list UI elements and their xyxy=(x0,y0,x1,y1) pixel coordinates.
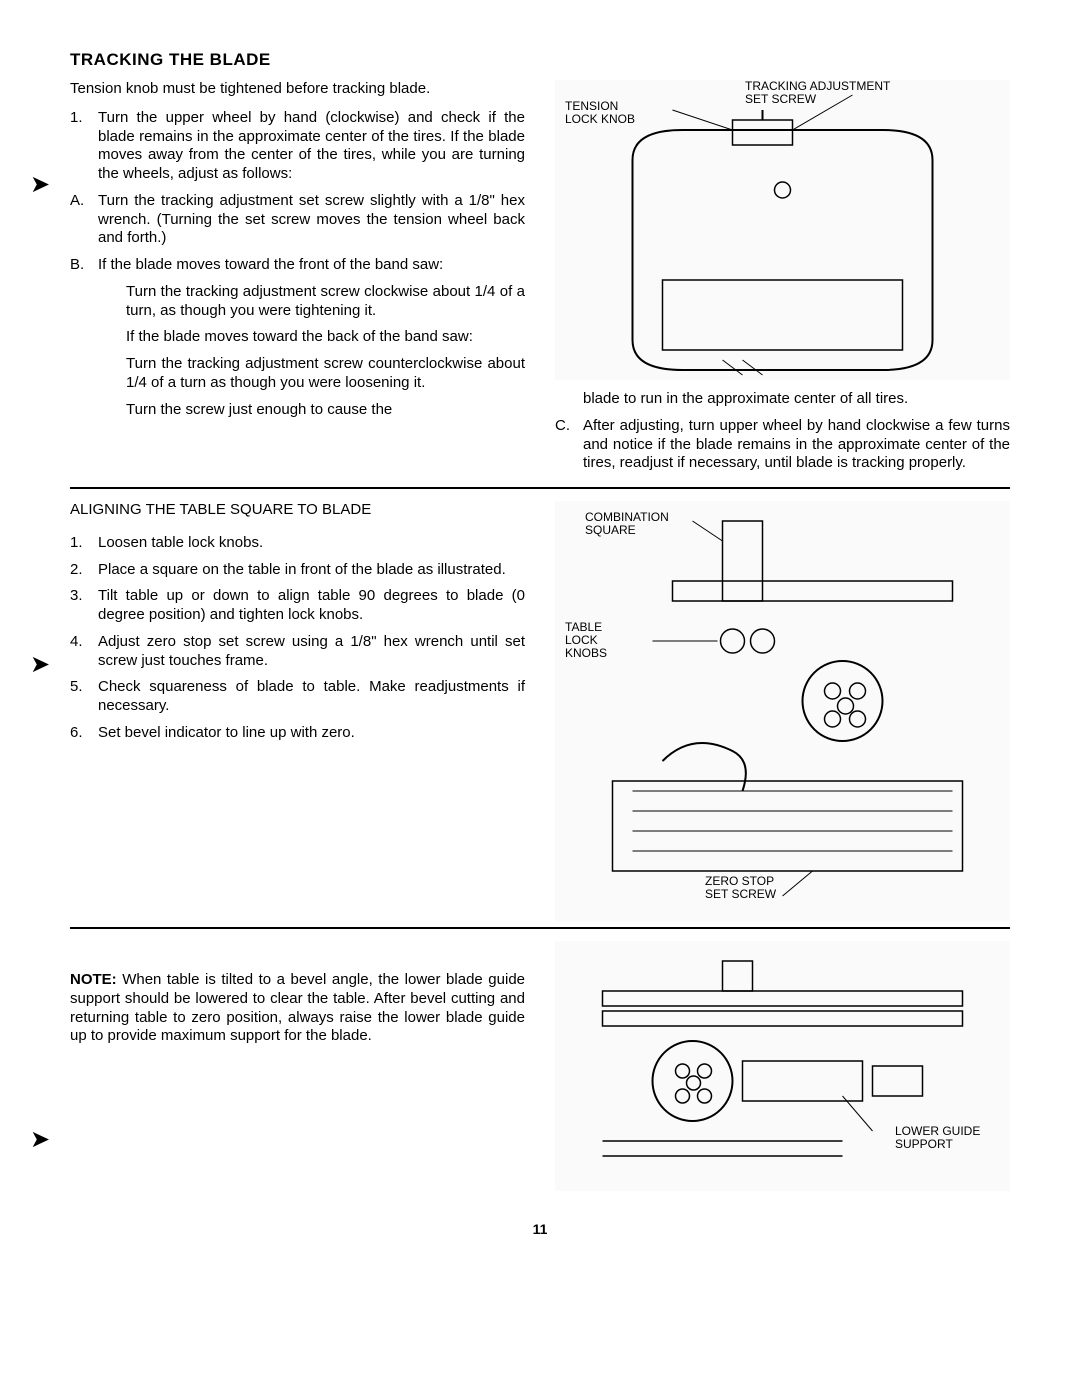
divider xyxy=(70,927,1010,929)
lower-guide-illustration xyxy=(555,941,1010,1191)
step-number: 2. xyxy=(70,561,98,580)
figure-table-square-diagram: COMBINATION SQUARE TABLE LOCK KNOBS ZERO… xyxy=(555,501,1010,921)
sub-paragraph: Turn the tracking adjustment screw clock… xyxy=(126,283,525,321)
step-text: Check squareness of blade to table. Make… xyxy=(98,678,525,716)
margin-arrow-1: ➤ xyxy=(30,170,50,199)
note-paragraph: NOTE: When table is tilted to a bevel an… xyxy=(70,971,525,1046)
step-text: Turn the upper wheel by hand (clockwise)… xyxy=(98,109,525,184)
step-number: 1. xyxy=(70,109,98,184)
section2-title: ALIGNING THE TABLE SQUARE TO BLADE xyxy=(70,501,525,520)
step-number: 1. xyxy=(70,534,98,553)
step-number: 3. xyxy=(70,587,98,625)
margin-arrow-3: ➤ xyxy=(30,1125,50,1154)
step-text: Place a square on the table in front of … xyxy=(98,561,525,580)
figure-label: TRACKING ADJUSTMENT SET SCREW xyxy=(745,80,905,106)
step-number: 6. xyxy=(70,724,98,743)
substep-letter: A. xyxy=(70,192,98,248)
substep-text: After adjusting, turn upper wheel by han… xyxy=(583,417,1010,473)
step-text: Loosen table lock knobs. xyxy=(98,534,525,553)
step-text: Set bevel indicator to line up with zero… xyxy=(98,724,525,743)
figure-tracking-diagram: TENSION LOCK KNOB TRACKING ADJUSTMENT SE… xyxy=(555,80,1010,380)
step-number: 4. xyxy=(70,633,98,671)
continuation-text: blade to run in the approximate center o… xyxy=(583,390,1010,409)
section1-title: TRACKING THE BLADE xyxy=(70,50,1010,70)
figure-label: TENSION LOCK KNOB xyxy=(565,100,645,126)
figure-label: TABLE LOCK KNOBS xyxy=(565,621,625,661)
figure-lower-guide-diagram: LOWER GUIDE SUPPORT xyxy=(555,941,1010,1191)
step-number: 5. xyxy=(70,678,98,716)
margin-arrow-2: ➤ xyxy=(30,650,50,679)
figure-label: COMBINATION SQUARE xyxy=(585,511,675,537)
page-number: 11 xyxy=(70,1221,1010,1237)
substep-text: If the blade moves toward the front of t… xyxy=(98,256,525,275)
sub-paragraph: Turn the tracking adjustment screw count… xyxy=(126,355,525,393)
substep-text: Turn the tracking adjustment set screw s… xyxy=(98,192,525,248)
step-text: Adjust zero stop set screw using a 1/8" … xyxy=(98,633,525,671)
step-text: Tilt table up or down to align table 90 … xyxy=(98,587,525,625)
figure-label: LOWER GUIDE SUPPORT xyxy=(895,1125,1005,1151)
substep-letter: C. xyxy=(555,417,583,473)
substep-letter: B. xyxy=(70,256,98,275)
table-square-illustration xyxy=(555,501,1010,921)
note-text: When table is tilted to a bevel angle, t… xyxy=(70,971,525,1044)
section1-intro: Tension knob must be tightened before tr… xyxy=(70,80,525,99)
figure-label: ZERO STOP SET SCREW xyxy=(705,875,795,901)
sub-paragraph: If the blade moves toward the back of th… xyxy=(126,328,525,347)
divider xyxy=(70,487,1010,489)
note-label: NOTE: xyxy=(70,971,117,988)
sub-paragraph: Turn the screw just enough to cause the xyxy=(126,401,525,420)
